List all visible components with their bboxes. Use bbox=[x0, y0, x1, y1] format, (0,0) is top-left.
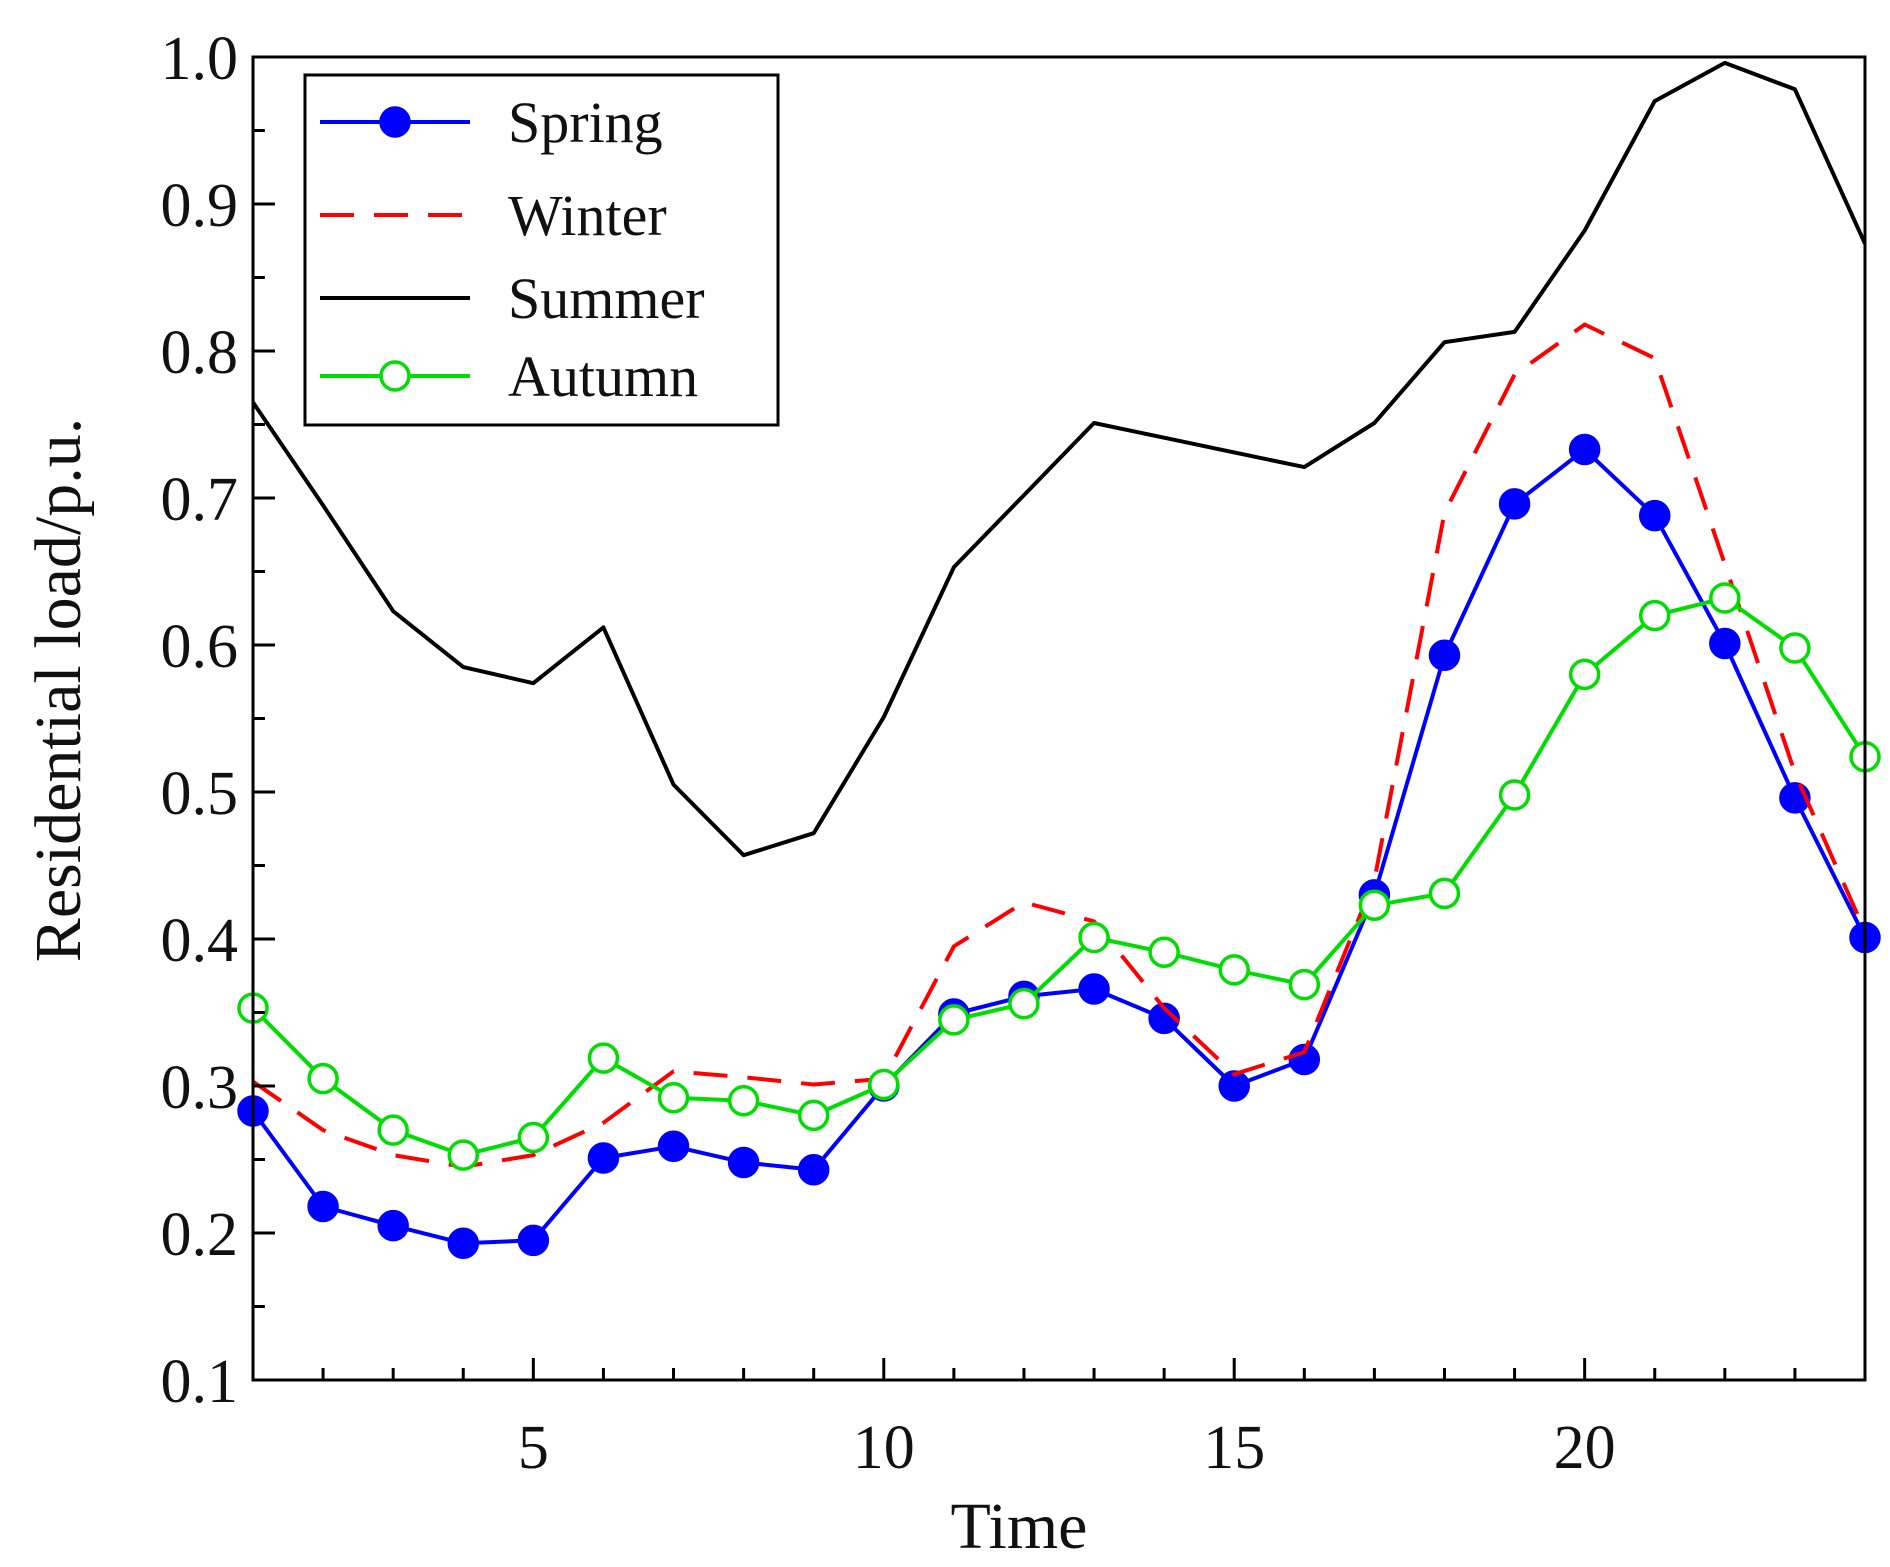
x-axis-title: Time bbox=[951, 1490, 1088, 1563]
data-point-autumn bbox=[1498, 779, 1531, 811]
series-line-winter bbox=[251, 322, 1867, 1169]
data-point-autumn bbox=[1008, 987, 1040, 1020]
y-tick-label: 0.7 bbox=[161, 466, 239, 534]
data-point-autumn bbox=[1078, 921, 1110, 954]
x-tick-label: 5 bbox=[518, 1414, 549, 1482]
x-tick-label: 20 bbox=[1554, 1414, 1616, 1482]
data-point-autumn bbox=[307, 1062, 339, 1095]
y-tick-label: 0.4 bbox=[161, 907, 239, 975]
data-point-autumn bbox=[1709, 582, 1741, 614]
y-tick-label: 0.6 bbox=[161, 613, 239, 681]
y-tick-label: 0.9 bbox=[161, 172, 239, 240]
axes-layer: 5 10 15 20 0.1 0.2 0.3 0.4 0.5 0.6 0.7 0.8 0.9 1.0 bbox=[161, 25, 1867, 1482]
data-point-autumn bbox=[447, 1139, 480, 1171]
data-point-spring bbox=[517, 1224, 550, 1257]
data-point-autumn bbox=[1358, 889, 1391, 921]
data-point-spring bbox=[307, 1190, 339, 1223]
data-point-autumn bbox=[868, 1068, 900, 1101]
y-tick-label: 0.2 bbox=[161, 1201, 239, 1269]
data-point-autumn bbox=[1288, 968, 1321, 1001]
data-point-autumn bbox=[1638, 599, 1671, 632]
legend: Spring Winter Summer Autumn bbox=[303, 73, 780, 427]
data-point-spring bbox=[1568, 433, 1601, 466]
data-point-spring bbox=[447, 1227, 480, 1260]
y-tick-label: 0.3 bbox=[161, 1054, 239, 1122]
data-point-autumn bbox=[938, 1004, 970, 1036]
data-point-autumn bbox=[727, 1084, 760, 1117]
y-tick-label: 0.1 bbox=[161, 1348, 239, 1416]
data-point-spring bbox=[797, 1154, 830, 1186]
y-tick-label: 0.5 bbox=[161, 760, 239, 828]
data-point-spring bbox=[727, 1146, 760, 1179]
data-point-spring bbox=[1709, 627, 1741, 660]
data-point-autumn bbox=[797, 1099, 830, 1132]
y-axis-title: Residential load/p.u. bbox=[22, 418, 95, 962]
legend-marker-autumn bbox=[379, 360, 411, 392]
x-tick-label: 10 bbox=[853, 1414, 915, 1482]
legend-label-spring: Spring bbox=[508, 90, 663, 155]
series-spring bbox=[237, 433, 1881, 1260]
data-point-autumn bbox=[1568, 658, 1601, 691]
data-point-spring bbox=[1498, 488, 1531, 520]
data-point-spring bbox=[1078, 973, 1110, 1005]
data-point-spring bbox=[1428, 639, 1461, 672]
x-tick-label: 15 bbox=[1203, 1414, 1265, 1482]
series-line-summer bbox=[251, 60, 1867, 858]
data-point-autumn bbox=[377, 1114, 409, 1146]
data-point-spring bbox=[657, 1130, 690, 1163]
series-layer bbox=[237, 60, 1881, 1260]
data-point-autumn bbox=[657, 1082, 690, 1114]
y-tick-label: 0.8 bbox=[161, 319, 239, 387]
data-point-autumn bbox=[1148, 936, 1180, 968]
legend-label-autumn: Autumn bbox=[508, 344, 698, 409]
data-point-spring bbox=[1148, 1002, 1180, 1035]
data-point-autumn bbox=[1218, 954, 1250, 986]
data-point-spring bbox=[377, 1209, 409, 1242]
series-summer bbox=[251, 60, 1867, 858]
data-point-spring bbox=[1638, 499, 1671, 532]
series-winter bbox=[251, 322, 1867, 1169]
data-point-spring bbox=[1218, 1070, 1250, 1102]
data-point-autumn bbox=[517, 1121, 550, 1154]
data-point-spring bbox=[587, 1142, 620, 1174]
data-point-autumn bbox=[587, 1042, 620, 1074]
y-tick-label: 1.0 bbox=[161, 25, 239, 93]
data-point-autumn bbox=[1779, 632, 1811, 664]
data-point-autumn bbox=[1428, 877, 1461, 910]
series-autumn bbox=[237, 582, 1881, 1171]
legend-label-summer: Summer bbox=[508, 266, 705, 331]
legend-label-winter: Winter bbox=[508, 183, 667, 248]
legend-marker-spring bbox=[379, 106, 411, 138]
